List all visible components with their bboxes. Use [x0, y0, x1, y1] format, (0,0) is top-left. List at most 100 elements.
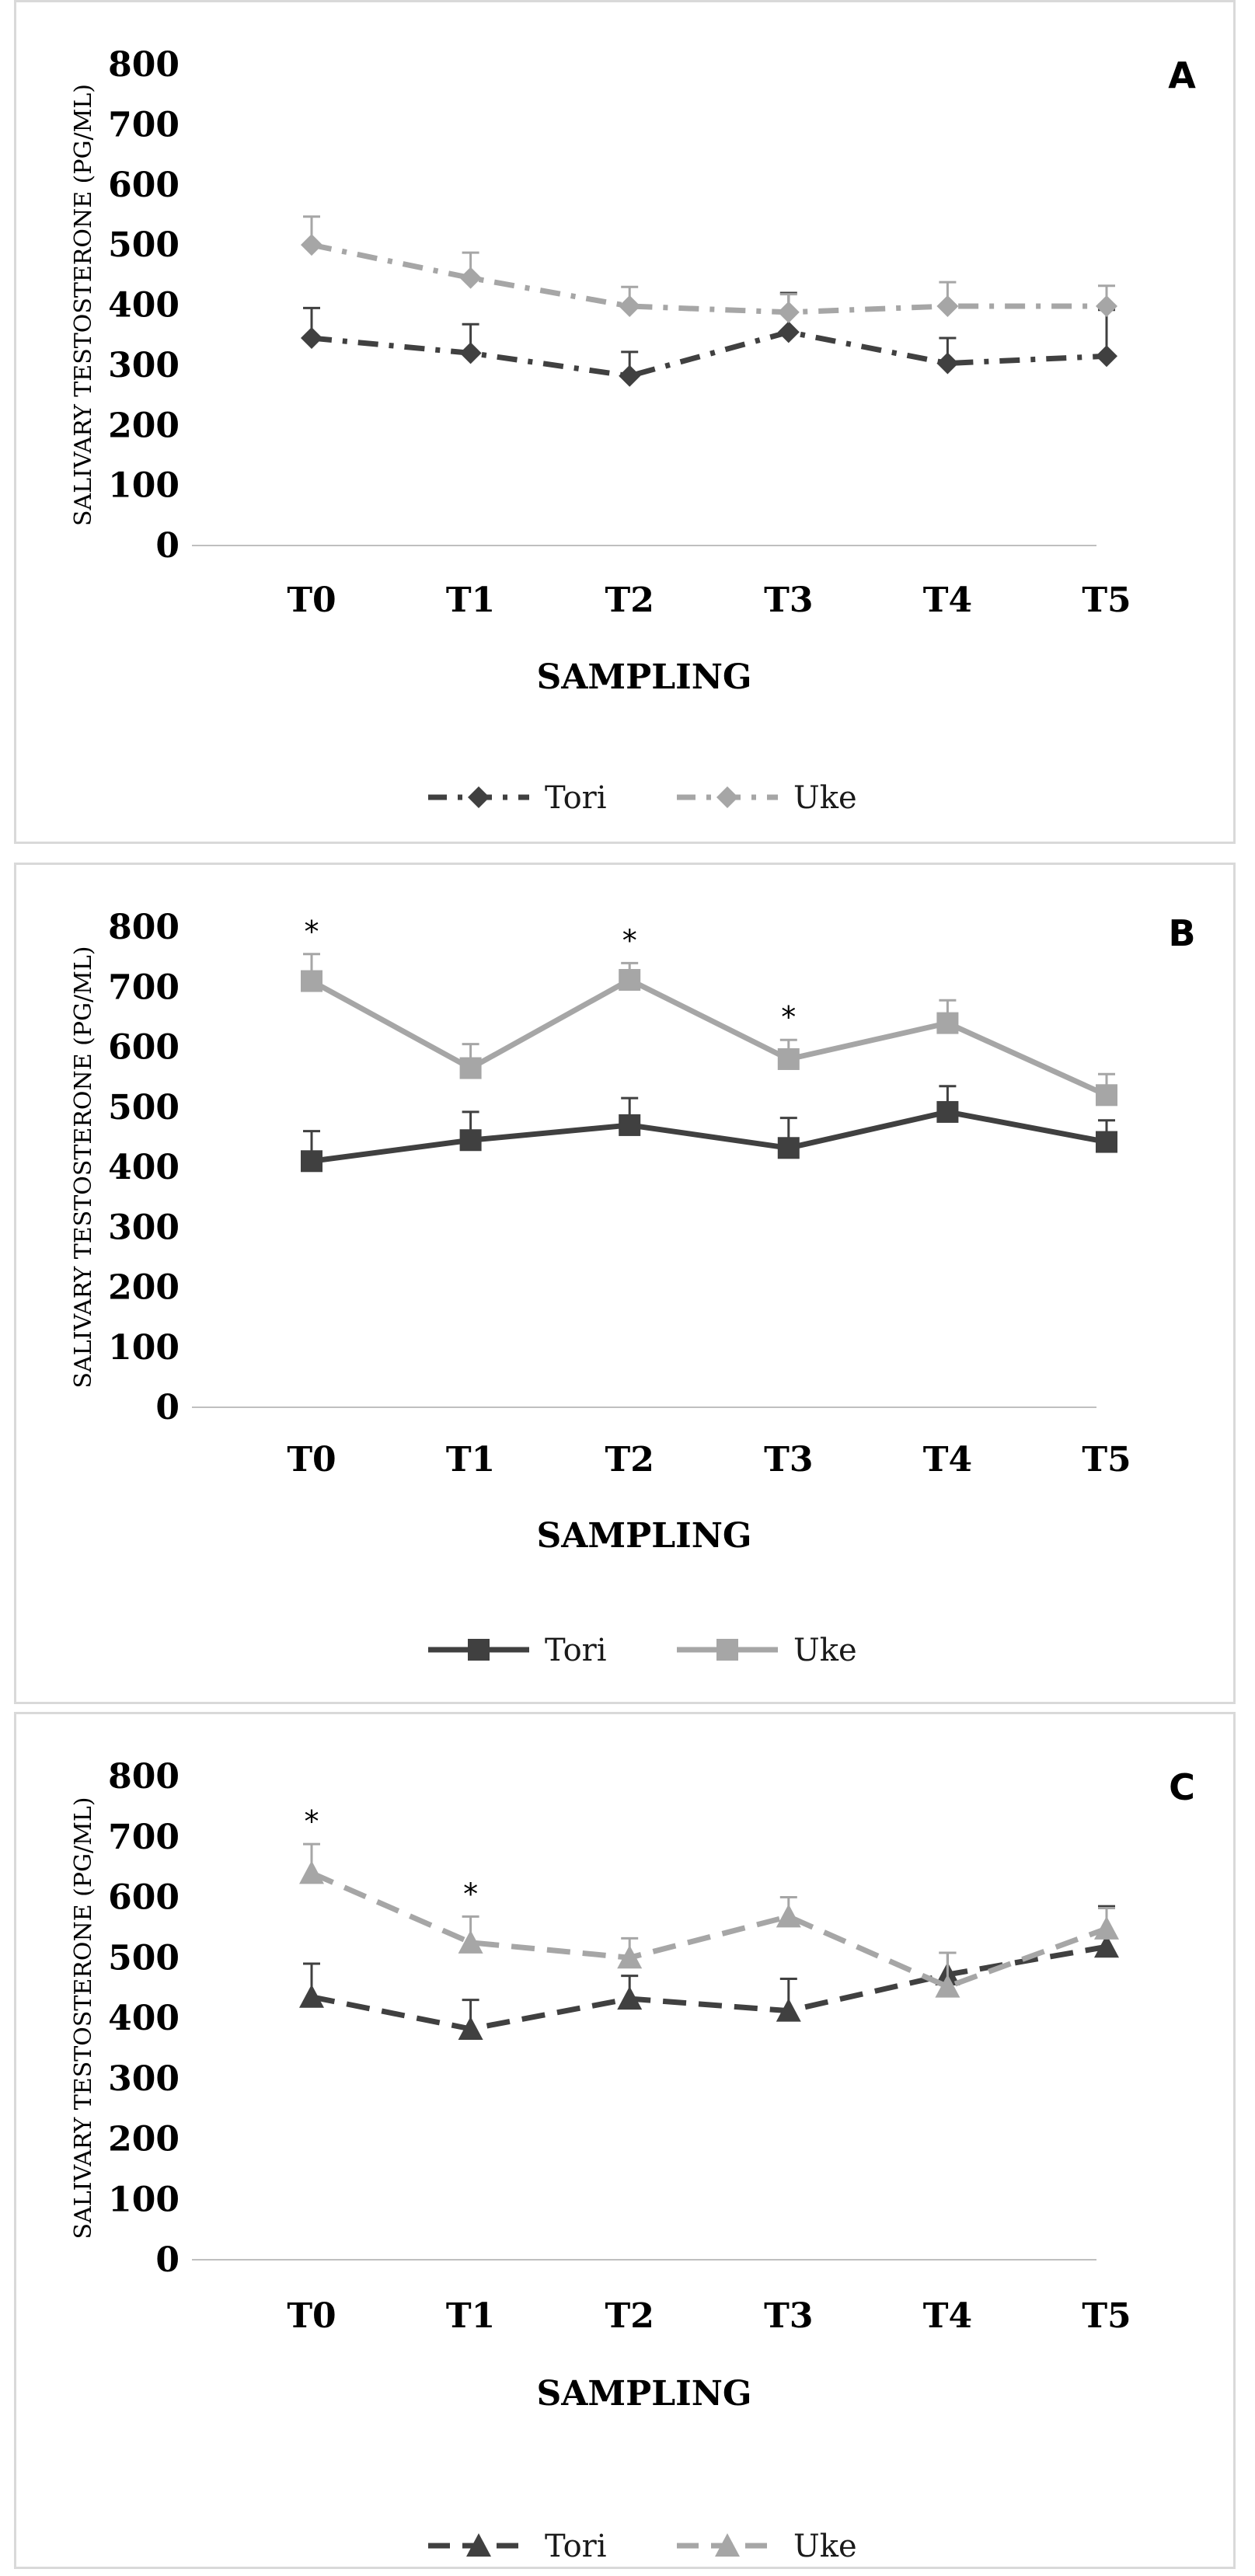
- significance-marker: *: [305, 915, 319, 949]
- legend: Tori Uke: [428, 780, 857, 816]
- series-tori: [301, 1085, 1117, 1173]
- x-tick-label: T5: [1082, 1440, 1131, 1480]
- x-tick-label: T0: [287, 1440, 336, 1480]
- y-tick-label: 200: [108, 1268, 180, 1308]
- series-tori: [299, 1905, 1119, 2040]
- x-axis-label: SAMPLING: [536, 657, 751, 697]
- legend-swatch-marker: [468, 1639, 490, 1661]
- data-point: [301, 234, 322, 256]
- series-line: [310, 977, 1108, 1098]
- legend-label: Uke: [793, 2529, 857, 2564]
- y-tick-label: 400: [108, 1148, 180, 1187]
- series-uke: [301, 215, 1117, 323]
- legend-label: Tori: [545, 780, 607, 816]
- x-tick-label: T2: [605, 1440, 654, 1480]
- data-point: [301, 327, 322, 350]
- y-axis-label: SALIVARY TESTOSTERONE (PG/ML): [70, 946, 97, 1389]
- series-line: [311, 1943, 1107, 2032]
- y-tick-label: 600: [108, 1878, 180, 1918]
- chart-b-svg: B SALIVARY TESTOSTERONE (PG/ML) 0 100 200 300…: [70, 908, 1196, 1668]
- x-tick-label: T0: [287, 2296, 336, 2336]
- legend-label: Uke: [793, 1633, 857, 1668]
- series-uke: * * *: [301, 915, 1117, 1107]
- x-tick-label: T1: [446, 2296, 495, 2336]
- data-point: [776, 1904, 801, 1928]
- y-tick-label: 300: [108, 346, 180, 385]
- data-point: [777, 321, 800, 343]
- x-tick-label: T2: [605, 2296, 654, 2336]
- x-tick-label: T2: [605, 580, 654, 620]
- panel-letter: B: [1168, 912, 1195, 954]
- y-tick-label: 700: [108, 967, 180, 1007]
- y-tick-label: 0: [155, 1388, 180, 1427]
- chart-panel-a: A SALIVARY TESTOSTERONE (PG/ML) 0 100 200 300…: [14, 0, 1236, 844]
- x-tick-label: T3: [764, 580, 813, 620]
- series-line: [311, 1109, 1107, 1164]
- legend-label: Uke: [793, 780, 857, 816]
- x-axis-label: SAMPLING: [536, 2374, 751, 2414]
- legend-swatch-marker: [716, 1639, 738, 1661]
- data-point: [1096, 1084, 1117, 1107]
- data-point: [1094, 1915, 1119, 1940]
- legend: Tori Uke: [428, 1633, 857, 1668]
- data-point: [619, 968, 641, 991]
- data-point: [936, 295, 959, 318]
- data-point: [936, 1012, 959, 1034]
- y-tick-label: 400: [108, 1999, 180, 2038]
- x-tick-label: T5: [1082, 580, 1131, 620]
- y-tick-label: 600: [108, 1028, 180, 1068]
- y-tick-label: 800: [108, 1757, 180, 1797]
- x-tick-label: T3: [764, 2296, 813, 2336]
- y-tick-label: 600: [108, 166, 180, 205]
- significance-marker: *: [781, 1000, 796, 1034]
- x-tick-label: T0: [287, 580, 336, 620]
- data-point: [619, 1114, 641, 1136]
- legend-label: Tori: [545, 1633, 607, 1668]
- y-tick-label: 0: [155, 526, 180, 566]
- chart-a-svg: A SALIVARY TESTOSTERONE (PG/ML) 0 100 200 300…: [70, 45, 1196, 816]
- series-line: [311, 329, 1107, 379]
- data-point: [459, 1129, 482, 1152]
- data-point: [777, 1047, 800, 1070]
- data-point: [301, 970, 322, 992]
- x-tick-label: T1: [446, 580, 495, 620]
- y-tick-label: 800: [108, 45, 180, 85]
- chart-panel-c: C SALIVARY TESTOSTERONE (PG/ML) 0 100 200 300…: [14, 1712, 1236, 2569]
- data-point: [619, 295, 641, 318]
- y-tick-label: 400: [108, 286, 180, 326]
- y-tick-label: 800: [108, 908, 180, 947]
- data-point: [301, 1150, 322, 1173]
- data-point: [619, 364, 641, 387]
- legend-swatch-marker: [715, 2533, 740, 2557]
- data-point: [1096, 345, 1117, 368]
- series-line: [310, 1870, 1108, 1990]
- y-axis-label: SALIVARY TESTOSTERONE (PG/ML): [70, 84, 97, 526]
- data-point: [1094, 1934, 1119, 1958]
- y-tick-label: 0: [155, 2240, 180, 2280]
- y-tick-label: 700: [108, 105, 180, 145]
- data-point: [776, 1998, 801, 2022]
- data-point: [458, 2016, 483, 2040]
- data-point: [936, 1100, 959, 1123]
- x-tick-label: T4: [923, 580, 972, 620]
- legend-swatch-marker: [466, 2533, 491, 2557]
- significance-marker: *: [305, 1804, 319, 1839]
- data-point: [617, 1945, 643, 1969]
- legend-swatch-marker: [468, 786, 490, 808]
- y-tick-label: 300: [108, 2059, 180, 2099]
- data-point: [459, 1057, 482, 1079]
- series-line: [311, 242, 1107, 315]
- data-point: [617, 1986, 643, 2010]
- data-point: [459, 342, 482, 364]
- data-point: [936, 352, 959, 375]
- panel-letter: C: [1169, 1766, 1195, 1808]
- data-point: [777, 301, 800, 323]
- y-tick-label: 500: [108, 1938, 180, 1978]
- x-axis-label: SAMPLING: [536, 1516, 751, 1556]
- x-tick-label: T4: [923, 2296, 972, 2336]
- y-tick-label: 100: [108, 1328, 180, 1368]
- legend-label: Tori: [545, 2529, 607, 2564]
- data-point: [1096, 1131, 1117, 1153]
- y-tick-label: 100: [108, 2180, 180, 2219]
- series-tori: [301, 291, 1117, 387]
